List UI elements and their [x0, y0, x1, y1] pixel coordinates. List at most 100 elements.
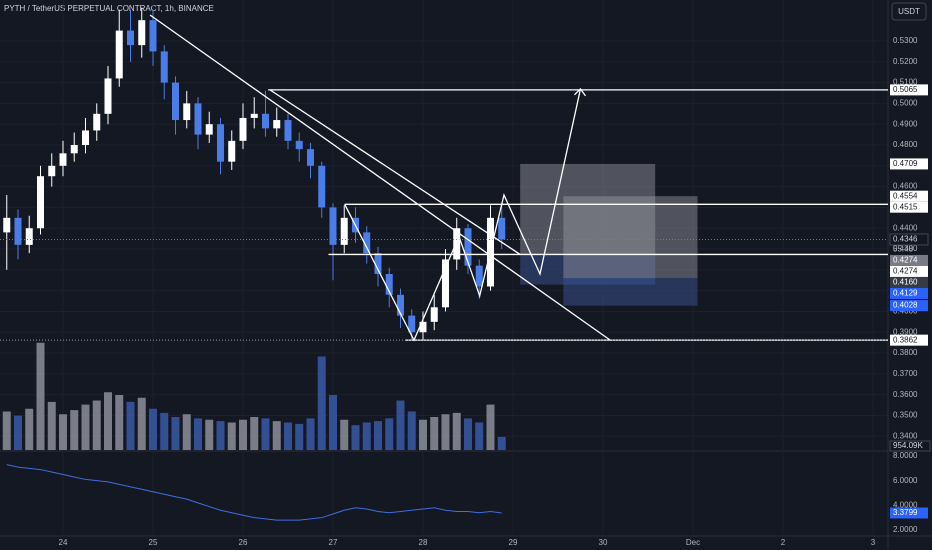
x-tick-label: 26 [239, 538, 248, 547]
candle-body [363, 232, 371, 254]
volume-bar [81, 404, 90, 450]
candle-body [171, 82, 179, 121]
x-tick-label: Dec [686, 538, 700, 547]
candle-body [48, 165, 56, 177]
candle-body [36, 176, 44, 229]
volume-bar [475, 422, 484, 450]
volume-bar [407, 411, 416, 450]
position-stop [563, 278, 698, 306]
candle-body [3, 217, 11, 233]
candle-body [70, 145, 78, 154]
x-tick-label: 27 [329, 538, 338, 547]
x-tick-label: 29 [509, 538, 518, 547]
volume-bar [216, 421, 225, 450]
candle-body [306, 149, 314, 166]
y-tick-label: 0.3600 [893, 390, 918, 399]
price-tag-label: 0.3862 [893, 335, 918, 344]
trend-line [149, 14, 611, 341]
y-tick-label: 0.4800 [893, 140, 918, 149]
candle-body [250, 113, 258, 118]
volume-bar [317, 356, 326, 450]
indicator-tag-label: 3.3799 [893, 508, 918, 517]
price-tag [890, 300, 928, 312]
volume-bar [418, 419, 427, 450]
price-tag-label: 0.4709 [893, 159, 918, 168]
candle-body [126, 30, 134, 46]
price-tag [890, 201, 928, 213]
candle-body [430, 307, 438, 322]
indicator-tag [890, 507, 928, 519]
y-tick-label: 0.3400 [893, 431, 918, 440]
y-tick-label: 0.3500 [893, 411, 918, 420]
candle-body [149, 20, 157, 52]
y-tick-label: 0.3700 [893, 369, 918, 378]
candle-body [419, 321, 427, 333]
volume-bar [148, 408, 157, 450]
volume-bar [47, 401, 56, 450]
countdown: 55:48 [893, 245, 914, 254]
candle-body [464, 228, 472, 266]
price-tag [890, 190, 928, 202]
volume-bar [58, 414, 67, 450]
volume-bar [160, 412, 169, 450]
x-tick-label: 2 [781, 538, 786, 547]
price-tag [890, 287, 928, 299]
volume-bar [351, 425, 360, 450]
y-tick-label: 0.4900 [893, 119, 918, 128]
price-tag-label: 0.4274 [893, 267, 918, 276]
projection-path [344, 88, 582, 342]
candle-body [160, 51, 168, 83]
volume-bar [430, 417, 439, 450]
candle-body [205, 124, 213, 135]
x-tick-label: 25 [149, 538, 158, 547]
candle-body [340, 217, 348, 245]
volume-bar [362, 422, 371, 450]
candle-body [239, 117, 247, 141]
volume-bar [92, 400, 101, 450]
volume-bar [306, 418, 315, 450]
candle-body [441, 259, 449, 308]
candle-body [385, 273, 393, 295]
x-tick-label: 28 [419, 538, 428, 547]
y-tick-label: 0.4600 [893, 182, 918, 191]
candle-body [273, 120, 281, 129]
x-tick-label: 24 [59, 538, 68, 547]
volume-bar [25, 408, 34, 450]
volume-bar [238, 419, 247, 450]
volume-tag [889, 440, 931, 452]
volume-bar [36, 342, 45, 450]
candle-body [228, 140, 236, 162]
volume-bar [328, 395, 337, 450]
volume-bar [283, 422, 292, 450]
chart-title: PYTH / TetherUS PERPETUAL CONTRACT, 1h, … [4, 4, 214, 13]
volume-bar [486, 404, 495, 450]
volume-bar [452, 412, 461, 450]
price-tag [890, 265, 928, 277]
candle-body [194, 103, 202, 135]
x-tick-label: 3 [871, 538, 876, 547]
price-tag [890, 276, 928, 288]
volume-bar [137, 397, 146, 450]
x-tick-label: 30 [599, 538, 608, 547]
candle-body [408, 315, 416, 333]
volume-bar [497, 436, 506, 450]
candle-body [261, 113, 269, 129]
volume-bar [103, 392, 112, 450]
y-tick-label: 0.5000 [893, 99, 918, 108]
candle-body [115, 30, 123, 79]
volume-bar [385, 418, 394, 450]
volume-bar [261, 418, 270, 450]
indicator-tick-label: 8.0000 [893, 451, 918, 460]
indicator-tick-label: 4.0000 [893, 500, 918, 509]
candle-body [216, 124, 224, 162]
candle-body [93, 113, 101, 131]
y-tick-label: 0.3800 [893, 348, 918, 357]
price-tag-label: 0.4028 [893, 301, 918, 310]
volume-bar [295, 423, 304, 450]
candle-body [104, 78, 112, 114]
currency-button[interactable] [891, 2, 927, 21]
volume-bar [441, 414, 450, 450]
currency-label[interactable]: USDT [898, 7, 920, 16]
